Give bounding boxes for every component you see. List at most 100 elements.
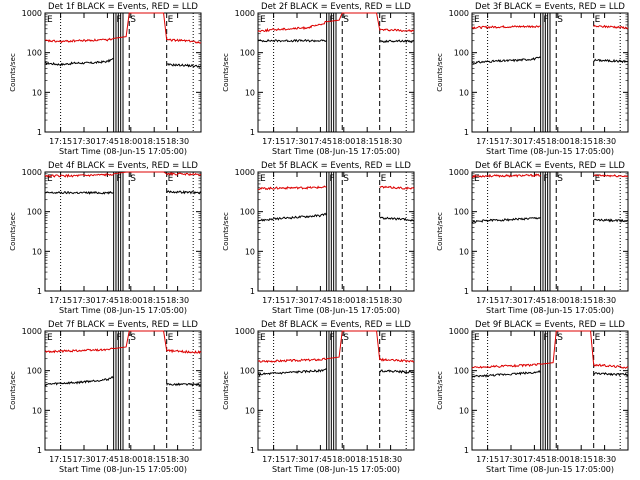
y-tick-label: 1000 bbox=[235, 9, 255, 18]
y-tick-label: 1 bbox=[250, 128, 255, 137]
lld-series-line bbox=[471, 173, 541, 179]
lld-series-line-after bbox=[379, 28, 415, 33]
x-tick-label: 18:15 bbox=[143, 137, 166, 146]
flag-label-e: E bbox=[595, 15, 601, 25]
lld-series-line-after bbox=[593, 363, 629, 370]
x-tick-label: 18:15 bbox=[356, 455, 379, 464]
x-tick-label: 18:30 bbox=[379, 455, 402, 464]
x-tick-label: 18:30 bbox=[593, 455, 616, 464]
x-tick-label: 18:15 bbox=[356, 296, 379, 305]
x-axis-label: Start Time (08-Jun-15 17:05:00) bbox=[486, 465, 614, 474]
y-tick-label: 10 bbox=[245, 88, 255, 97]
x-tick-label: 17:45 bbox=[523, 137, 546, 146]
x-tick-label: 18:00 bbox=[119, 455, 142, 464]
panel-det-8: Det 8f BLACK = Events, RED = LLD 1 10 100 10… bbox=[222, 320, 415, 474]
y-tick-label: 10 bbox=[459, 88, 469, 97]
y-axis-label: Counts/sec bbox=[222, 53, 230, 92]
x-tick-label: 18:15 bbox=[570, 296, 593, 305]
x-axis-label: Start Time (08-Jun-15 17:05:00) bbox=[272, 465, 400, 474]
x-tick-label: 18:00 bbox=[119, 137, 142, 146]
panel-det-3: Det 3f BLACK = Events, RED = LLD 1 10 100 10… bbox=[436, 2, 629, 156]
panel-title: Det 9f BLACK = Events, RED = LLD bbox=[475, 320, 625, 330]
x-tick-label: 17:30 bbox=[499, 137, 522, 146]
panel-det-6: Det 6f BLACK = Events, RED = LLD 1 10 100 10… bbox=[436, 161, 629, 315]
x-tick-label: 17:15 bbox=[262, 455, 285, 464]
flag-label-e: E bbox=[168, 15, 174, 25]
x-tick-label: 17:15 bbox=[49, 296, 72, 305]
events-series-line bbox=[471, 216, 541, 224]
flag-label-s: S bbox=[343, 15, 349, 25]
lld-series-line-after bbox=[379, 185, 415, 191]
panel-det-1: Det 1f BLACK = Events, RED = LLD 1 10 100 10… bbox=[9, 2, 202, 156]
panel-det-9: Det 9f BLACK = Events, RED = LLD 1 10 100 10… bbox=[436, 320, 629, 474]
flag-label-f: F bbox=[543, 15, 548, 25]
flag-label-e: E bbox=[595, 333, 601, 343]
events-series-line-after bbox=[379, 369, 415, 374]
lld-series-line bbox=[257, 185, 327, 191]
x-tick-label: 18:15 bbox=[570, 455, 593, 464]
flag-label-s: S bbox=[130, 174, 136, 184]
y-axis-label: Counts/sec bbox=[436, 212, 444, 251]
x-tick-label: 17:45 bbox=[96, 137, 119, 146]
x-tick-label: 17:15 bbox=[476, 296, 499, 305]
x-tick-label: 17:45 bbox=[309, 455, 332, 464]
flag-label-e: E bbox=[474, 15, 480, 25]
x-tick-label: 17:15 bbox=[49, 137, 72, 146]
x-tick-label: 18:30 bbox=[166, 296, 189, 305]
x-tick-label: 17:45 bbox=[309, 137, 332, 146]
events-series-line-after bbox=[593, 372, 629, 377]
events-series-line-after bbox=[593, 58, 629, 64]
flag-label-f: F bbox=[116, 333, 121, 343]
x-tick-label: 18:00 bbox=[332, 137, 355, 146]
y-tick-label: 10 bbox=[459, 247, 469, 256]
x-tick-label: 17:15 bbox=[476, 455, 499, 464]
lld-series-line-after bbox=[166, 38, 202, 44]
flag-label-f: F bbox=[543, 333, 548, 343]
y-axis-label: Counts/sec bbox=[436, 53, 444, 92]
flag-label-e: E bbox=[474, 174, 480, 184]
y-tick-label: 10 bbox=[32, 247, 42, 256]
x-tick-label: 17:45 bbox=[523, 455, 546, 464]
lld-burst-line bbox=[540, 330, 595, 365]
x-tick-label: 17:15 bbox=[49, 455, 72, 464]
x-axis-label: Start Time (08-Jun-15 17:05:00) bbox=[486, 306, 614, 315]
lld-series-line-after bbox=[593, 24, 629, 30]
events-series-line bbox=[471, 369, 541, 378]
panel-det-7: Det 7f BLACK = Events, RED = LLD 1 10 100 10… bbox=[9, 320, 202, 474]
x-tick-label: 18:30 bbox=[593, 137, 616, 146]
lld-burst-line bbox=[113, 330, 168, 351]
flag-label-s: S bbox=[130, 333, 136, 343]
x-tick-label: 17:30 bbox=[499, 455, 522, 464]
y-tick-label: 1000 bbox=[235, 327, 255, 336]
x-tick-label: 18:15 bbox=[143, 455, 166, 464]
flag-label-e: E bbox=[47, 174, 53, 184]
x-tick-label: 17:45 bbox=[523, 296, 546, 305]
panel-det-4: Det 4f BLACK = Events, RED = LLD 1 10 100 10… bbox=[9, 161, 202, 315]
panel-title: Det 2f BLACK = Events, RED = LLD bbox=[261, 2, 411, 12]
events-series-line bbox=[45, 57, 114, 67]
lld-burst-line bbox=[113, 171, 167, 175]
x-tick-label: 17:45 bbox=[309, 296, 332, 305]
flag-label-e: E bbox=[168, 174, 174, 184]
y-tick-label: 100 bbox=[454, 49, 469, 58]
y-tick-label: 100 bbox=[454, 367, 469, 376]
lld-series-line-after bbox=[166, 172, 202, 177]
flag-label-e: E bbox=[260, 333, 266, 343]
x-tick-label: 18:30 bbox=[593, 296, 616, 305]
x-tick-label: 18:15 bbox=[570, 137, 593, 146]
y-tick-label: 10 bbox=[245, 406, 255, 415]
events-series-line bbox=[44, 191, 114, 195]
flag-label-e: E bbox=[260, 15, 266, 25]
x-tick-label: 17:30 bbox=[499, 296, 522, 305]
events-series-line bbox=[257, 38, 327, 43]
x-tick-label: 17:15 bbox=[262, 296, 285, 305]
flag-label-e: E bbox=[381, 333, 387, 343]
flag-label-s: S bbox=[557, 15, 563, 25]
x-tick-label: 18:00 bbox=[332, 296, 355, 305]
flag-label-s: S bbox=[557, 174, 563, 184]
y-tick-label: 10 bbox=[459, 406, 469, 415]
events-series-line-after bbox=[593, 218, 629, 223]
y-tick-label: 1 bbox=[464, 128, 469, 137]
x-axis-label: Start Time (08-Jun-15 17:05:00) bbox=[59, 465, 187, 474]
y-tick-label: 1 bbox=[464, 446, 469, 455]
